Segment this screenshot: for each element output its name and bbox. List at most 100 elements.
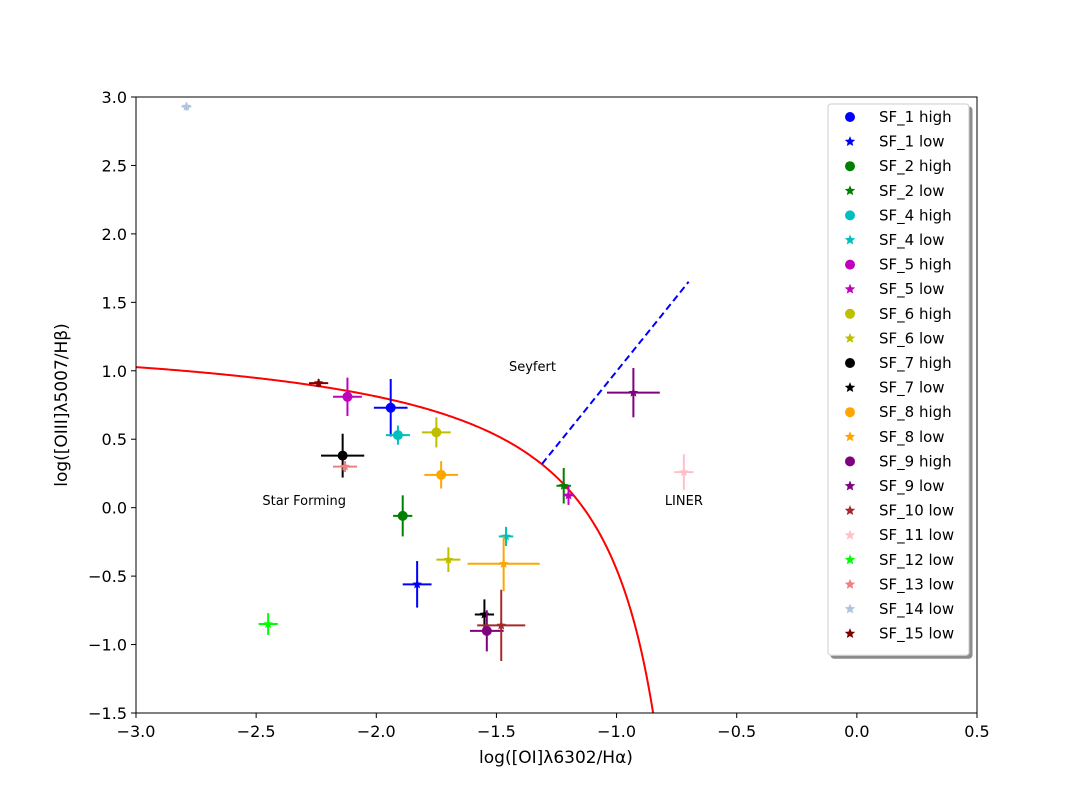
data-point	[424, 461, 458, 489]
data-point	[393, 495, 413, 537]
legend-label: SF_7 high	[879, 354, 952, 373]
legend-item: SF_8 low	[844, 428, 945, 447]
point-marker	[392, 430, 403, 441]
y-tick-label: 2.0	[102, 225, 127, 244]
legend-marker	[845, 210, 855, 221]
data-point	[258, 613, 278, 635]
legend-item: SF_8 high	[845, 403, 952, 422]
legend-label: SF_14 low	[879, 600, 954, 619]
point-marker	[679, 467, 689, 477]
legend-item: SF_9 high	[845, 452, 952, 471]
legend-item: SF_6 low	[844, 329, 945, 348]
point-marker	[498, 558, 509, 568]
point-marker	[340, 461, 350, 471]
legend-label: SF_12 low	[879, 551, 954, 570]
legend-label: SF_8 high	[879, 403, 952, 422]
annotation-text: Star Forming	[262, 494, 346, 509]
point-marker	[263, 619, 273, 629]
y-axis-label: log([OIII]λ5007/Hβ)	[52, 323, 72, 487]
legend-marker	[844, 554, 856, 565]
x-tick-label: −3.0	[117, 722, 156, 741]
data-point	[333, 461, 358, 473]
data-point	[477, 589, 526, 661]
legend-item: SF_7 low	[844, 379, 945, 398]
legend-marker	[845, 456, 855, 467]
data-point	[674, 454, 694, 490]
y-tick-label: 2.5	[102, 156, 127, 175]
legend-marker	[844, 578, 856, 589]
legend-marker	[844, 234, 856, 245]
data-point	[309, 378, 329, 388]
x-axis-label: log([OI]λ6302/Hα)	[479, 748, 633, 768]
legend-box	[827, 103, 970, 656]
x-tick-label: −0.5	[717, 722, 756, 741]
legend-label: SF_4 high	[879, 206, 952, 225]
y-tick-label: 1.0	[102, 362, 127, 381]
point-marker	[342, 391, 353, 402]
point-marker	[628, 387, 639, 397]
legend-item: SF_1 low	[844, 133, 945, 152]
data-point	[402, 561, 432, 608]
data-points	[181, 101, 694, 661]
data-point	[181, 101, 192, 111]
legend-marker	[844, 283, 856, 294]
data-point	[467, 536, 540, 592]
legend-item: SF_2 high	[845, 157, 952, 176]
legend-label: SF_2 low	[879, 182, 945, 201]
y-tick-label: −1.5	[88, 704, 127, 723]
point-marker	[431, 427, 442, 438]
legend-item: SF_5 high	[845, 256, 952, 275]
legend-item: SF_12 low	[844, 551, 954, 570]
y-tick-label: 0.0	[102, 499, 127, 518]
legend-item: SF_9 low	[844, 477, 945, 496]
legend-label: SF_13 low	[879, 575, 954, 594]
legend-label: SF_6 low	[879, 329, 945, 348]
point-marker	[412, 579, 422, 589]
point-marker	[385, 402, 396, 413]
legend-item: SF_2 low	[844, 182, 945, 201]
x-tick-label: 0.0	[844, 722, 869, 741]
y-tick-label: 3.0	[102, 88, 127, 107]
legend-item: SF_4 high	[845, 206, 952, 225]
legend-marker	[844, 382, 856, 393]
data-point	[606, 368, 660, 418]
legend-marker	[844, 332, 856, 343]
point-marker	[496, 620, 506, 630]
data-point	[333, 377, 362, 416]
point-marker	[443, 554, 454, 564]
data-point	[385, 425, 410, 445]
legend-label: SF_1 low	[879, 133, 945, 152]
data-point	[469, 610, 504, 652]
legend-label: SF_7 low	[879, 379, 945, 398]
point-marker	[481, 625, 492, 636]
legend-label: SF_6 high	[879, 305, 952, 324]
point-marker	[397, 510, 408, 521]
legend-label: SF_5 high	[879, 256, 952, 275]
legend-marker	[845, 407, 855, 418]
y-tick-label: −0.5	[88, 567, 127, 586]
legend-marker	[845, 161, 855, 172]
x-tick-label: −1.0	[597, 722, 636, 741]
plot-lines	[136, 281, 690, 713]
legend-marker	[844, 480, 856, 491]
y-tick-label: 1.5	[102, 293, 127, 312]
legend: SF_1 high SF_1 low SF_2 high SF_2 low SF_4 h…	[827, 103, 970, 656]
legend-item: SF_5 low	[844, 280, 945, 299]
annotation-text: Seyfert	[509, 360, 556, 375]
legend-marker	[844, 431, 856, 442]
legend-marker	[844, 136, 856, 147]
point-marker	[313, 378, 324, 388]
legend-item: SF_6 high	[845, 305, 952, 324]
x-tick-label: −2.5	[237, 722, 276, 741]
legend-label: SF_5 low	[879, 280, 945, 299]
y-tick-label: 0.5	[102, 430, 127, 449]
legend-item: SF_15 low	[844, 625, 954, 644]
x-tick-label: −1.5	[477, 722, 516, 741]
legend-marker	[844, 505, 856, 516]
legend-label: SF_11 low	[879, 526, 954, 545]
legend-item: SF_10 low	[844, 502, 954, 521]
legend-label: SF_1 high	[879, 108, 952, 127]
legend-item: SF_11 low	[844, 526, 954, 545]
x-tick-label: 0.5	[964, 722, 989, 741]
